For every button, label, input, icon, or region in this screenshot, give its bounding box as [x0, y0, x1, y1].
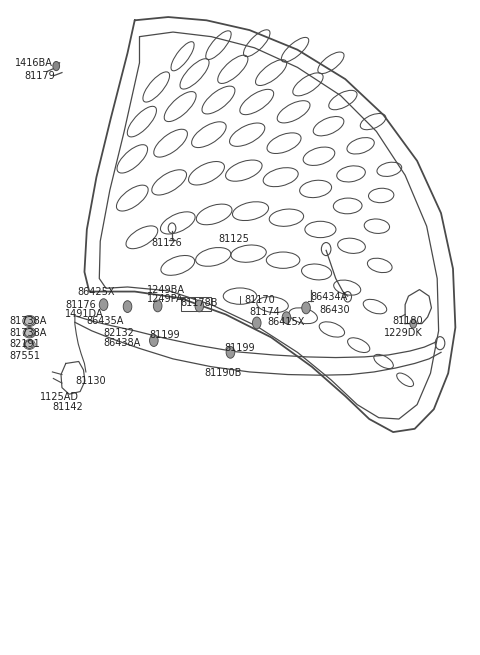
Circle shape: [252, 317, 261, 329]
Text: 1229DK: 1229DK: [384, 328, 422, 338]
Text: 87551: 87551: [9, 351, 40, 362]
Text: 86425X: 86425X: [77, 286, 115, 297]
Text: 82132: 82132: [104, 328, 134, 338]
Circle shape: [282, 312, 291, 324]
Circle shape: [226, 346, 235, 358]
Circle shape: [123, 301, 132, 312]
Text: 81199: 81199: [225, 343, 255, 354]
Text: 81126: 81126: [152, 238, 182, 248]
Circle shape: [99, 299, 108, 310]
Text: 81179: 81179: [24, 71, 55, 81]
Circle shape: [150, 335, 158, 346]
Text: 86438A: 86438A: [104, 337, 141, 348]
Text: 86415X: 86415X: [268, 317, 305, 328]
Text: 86430: 86430: [319, 305, 349, 315]
Text: 81738A: 81738A: [9, 316, 47, 326]
Text: 81199: 81199: [149, 330, 180, 341]
Text: 81130: 81130: [75, 376, 106, 386]
Circle shape: [302, 302, 311, 314]
Text: 1249PA: 1249PA: [147, 294, 183, 305]
Text: 81174: 81174: [250, 307, 280, 318]
Circle shape: [154, 300, 162, 312]
Text: 86434A: 86434A: [311, 291, 348, 302]
Text: 81176: 81176: [65, 299, 96, 310]
Circle shape: [53, 62, 60, 71]
Text: 81190B: 81190B: [204, 368, 241, 378]
Text: 81125: 81125: [218, 234, 249, 244]
Circle shape: [195, 300, 204, 312]
Text: 81142: 81142: [52, 402, 83, 412]
Circle shape: [410, 319, 417, 328]
Text: 86435A: 86435A: [86, 316, 123, 326]
Text: 1416BA: 1416BA: [15, 58, 53, 67]
Ellipse shape: [24, 328, 34, 337]
Text: 81738A: 81738A: [9, 328, 47, 338]
Ellipse shape: [25, 341, 34, 348]
Text: 1249BA: 1249BA: [147, 284, 185, 295]
Text: 82191: 82191: [9, 339, 40, 350]
Text: 81178B: 81178B: [180, 298, 217, 309]
Text: 81170: 81170: [245, 295, 276, 305]
Text: 1491DA: 1491DA: [65, 309, 104, 320]
Text: 1125AD: 1125AD: [40, 392, 79, 402]
Ellipse shape: [24, 316, 35, 326]
Text: 81180: 81180: [392, 316, 423, 326]
